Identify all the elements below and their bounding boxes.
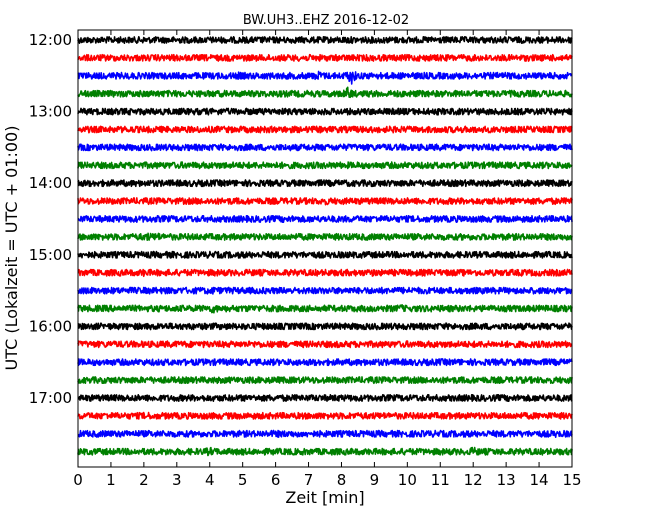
trace-1515 (77, 268, 573, 278)
y-axis-label: UTC (Lokalzeit = UTC + 01:00) (2, 126, 21, 371)
x-tick-label: 4 (205, 471, 215, 489)
trace-1500 (77, 250, 573, 259)
trace-1700 (77, 393, 573, 403)
trace-1730 (77, 429, 573, 439)
trace-1745 (77, 446, 573, 457)
trace-1530 (77, 286, 573, 295)
x-tick-label: 6 (271, 471, 281, 489)
x-tick-label: 2 (139, 471, 149, 489)
y-tick-label: 17:00 (29, 389, 72, 407)
trace-1645 (77, 376, 573, 385)
trace-1300 (77, 107, 573, 116)
seismogram-traces (77, 35, 573, 457)
trace-1545 (77, 303, 573, 314)
plot-frame (77, 29, 573, 468)
trace-1615 (77, 340, 573, 349)
y-tick-label: 16:00 (29, 317, 72, 335)
x-tick-label: 1 (106, 471, 116, 489)
x-tick-label: 12 (464, 471, 483, 489)
x-axis-label: Zeit [min] (285, 488, 364, 507)
y-tick-label: 13:00 (29, 103, 72, 121)
trace-1230 (77, 70, 573, 85)
chart-title: BW.UH3..EHZ 2016-12-02 (243, 13, 409, 28)
x-tick-label: 13 (497, 471, 516, 489)
trace-1415 (77, 197, 573, 206)
trace-1200 (77, 35, 573, 45)
trace-1430 (77, 215, 573, 223)
trace-1630 (77, 358, 573, 367)
y-tick-label: 15:00 (29, 246, 72, 264)
trace-1245 (77, 86, 573, 99)
trace-1215 (77, 53, 573, 62)
y-tick-label: 14:00 (29, 174, 72, 192)
x-tick-label: 8 (337, 471, 347, 489)
trace-1400 (77, 179, 573, 188)
x-tick-label: 14 (530, 471, 549, 489)
x-tick-label: 15 (562, 471, 581, 489)
y-tick-label: 12:00 (29, 31, 72, 49)
x-tick-label: 9 (370, 471, 380, 489)
x-tick-label: 3 (172, 471, 182, 489)
x-tick-label: 0 (73, 471, 83, 489)
trace-1315 (77, 125, 573, 134)
x-tick-label: 10 (398, 471, 417, 489)
trace-1600 (77, 322, 573, 331)
trace-1445 (77, 232, 573, 241)
x-axis-ticks: 0 1 2 3 4 5 6 7 8 9 10 11 12 13 14 15 (73, 30, 582, 489)
x-tick-label: 11 (431, 471, 450, 489)
y-axis-ticks: 12:00 13:00 14:00 15:00 16:00 17:00 (29, 31, 572, 407)
trace-1330 (77, 143, 573, 152)
trace-1715 (77, 411, 573, 420)
x-tick-label: 7 (304, 471, 314, 489)
trace-1345 (77, 161, 573, 170)
x-tick-label: 5 (238, 471, 248, 489)
